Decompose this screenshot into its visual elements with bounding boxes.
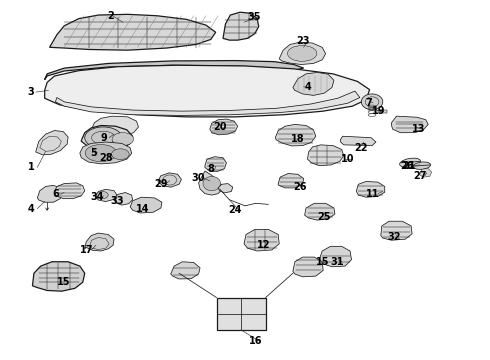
Ellipse shape: [413, 162, 431, 169]
Text: 26: 26: [293, 182, 306, 192]
Text: 10: 10: [341, 154, 354, 164]
PathPatch shape: [305, 203, 335, 220]
Ellipse shape: [85, 144, 117, 162]
PathPatch shape: [158, 173, 181, 187]
Text: 20: 20: [213, 122, 226, 132]
Text: 9: 9: [101, 133, 108, 143]
PathPatch shape: [45, 65, 369, 117]
PathPatch shape: [210, 119, 238, 135]
PathPatch shape: [381, 221, 412, 240]
PathPatch shape: [340, 136, 376, 145]
Text: 13: 13: [412, 124, 425, 134]
Text: 31: 31: [330, 257, 343, 267]
PathPatch shape: [308, 145, 343, 166]
Text: 26: 26: [400, 161, 414, 171]
PathPatch shape: [81, 126, 133, 151]
PathPatch shape: [223, 12, 259, 40]
PathPatch shape: [49, 14, 216, 50]
PathPatch shape: [244, 229, 279, 251]
Text: 1: 1: [27, 162, 34, 172]
Text: 16: 16: [249, 336, 263, 346]
Text: 34: 34: [91, 192, 104, 202]
Text: 19: 19: [372, 106, 386, 116]
Bar: [378, 110, 387, 113]
Ellipse shape: [112, 133, 134, 145]
Text: 5: 5: [90, 148, 97, 158]
PathPatch shape: [54, 183, 85, 199]
Ellipse shape: [112, 149, 129, 159]
Text: 29: 29: [154, 179, 168, 189]
Text: 30: 30: [192, 173, 205, 183]
Text: 3: 3: [27, 87, 34, 97]
PathPatch shape: [275, 125, 316, 146]
Text: 18: 18: [291, 134, 305, 144]
PathPatch shape: [319, 246, 351, 267]
Text: 21: 21: [402, 161, 416, 171]
Text: 35: 35: [247, 12, 261, 22]
PathPatch shape: [293, 257, 323, 277]
PathPatch shape: [293, 72, 334, 95]
PathPatch shape: [205, 157, 226, 171]
Text: 4: 4: [304, 82, 311, 93]
PathPatch shape: [198, 171, 221, 195]
Text: 15: 15: [316, 257, 329, 267]
Text: 25: 25: [318, 212, 331, 221]
Text: 17: 17: [79, 245, 93, 255]
Text: 24: 24: [228, 206, 242, 216]
Text: 15: 15: [56, 277, 70, 287]
Text: 11: 11: [366, 189, 380, 199]
PathPatch shape: [85, 233, 114, 251]
Text: 12: 12: [257, 240, 270, 250]
Text: 27: 27: [413, 171, 427, 181]
PathPatch shape: [392, 116, 428, 133]
Text: 2: 2: [107, 11, 114, 21]
Text: 33: 33: [110, 196, 124, 206]
PathPatch shape: [218, 184, 233, 193]
Ellipse shape: [203, 176, 220, 191]
Ellipse shape: [288, 45, 317, 61]
PathPatch shape: [32, 262, 85, 291]
Text: 6: 6: [52, 189, 59, 199]
Ellipse shape: [85, 127, 122, 148]
Text: 8: 8: [207, 164, 214, 174]
PathPatch shape: [420, 168, 432, 177]
PathPatch shape: [96, 189, 117, 202]
Ellipse shape: [97, 192, 108, 199]
Text: 28: 28: [99, 153, 113, 163]
PathPatch shape: [130, 197, 162, 213]
PathPatch shape: [279, 42, 326, 64]
Text: 14: 14: [136, 204, 149, 215]
PathPatch shape: [171, 262, 200, 279]
PathPatch shape: [356, 181, 385, 197]
Ellipse shape: [361, 94, 383, 110]
Text: 22: 22: [355, 143, 368, 153]
Text: 32: 32: [387, 232, 401, 242]
Text: 4: 4: [27, 204, 34, 214]
Text: 7: 7: [366, 98, 372, 108]
Text: 23: 23: [296, 36, 309, 46]
PathPatch shape: [114, 193, 133, 205]
PathPatch shape: [80, 142, 132, 164]
Bar: [217, 298, 266, 330]
PathPatch shape: [55, 91, 360, 116]
PathPatch shape: [91, 116, 139, 138]
PathPatch shape: [36, 131, 68, 155]
Ellipse shape: [400, 158, 420, 167]
PathPatch shape: [45, 60, 304, 80]
PathPatch shape: [278, 174, 304, 188]
PathPatch shape: [37, 185, 63, 202]
